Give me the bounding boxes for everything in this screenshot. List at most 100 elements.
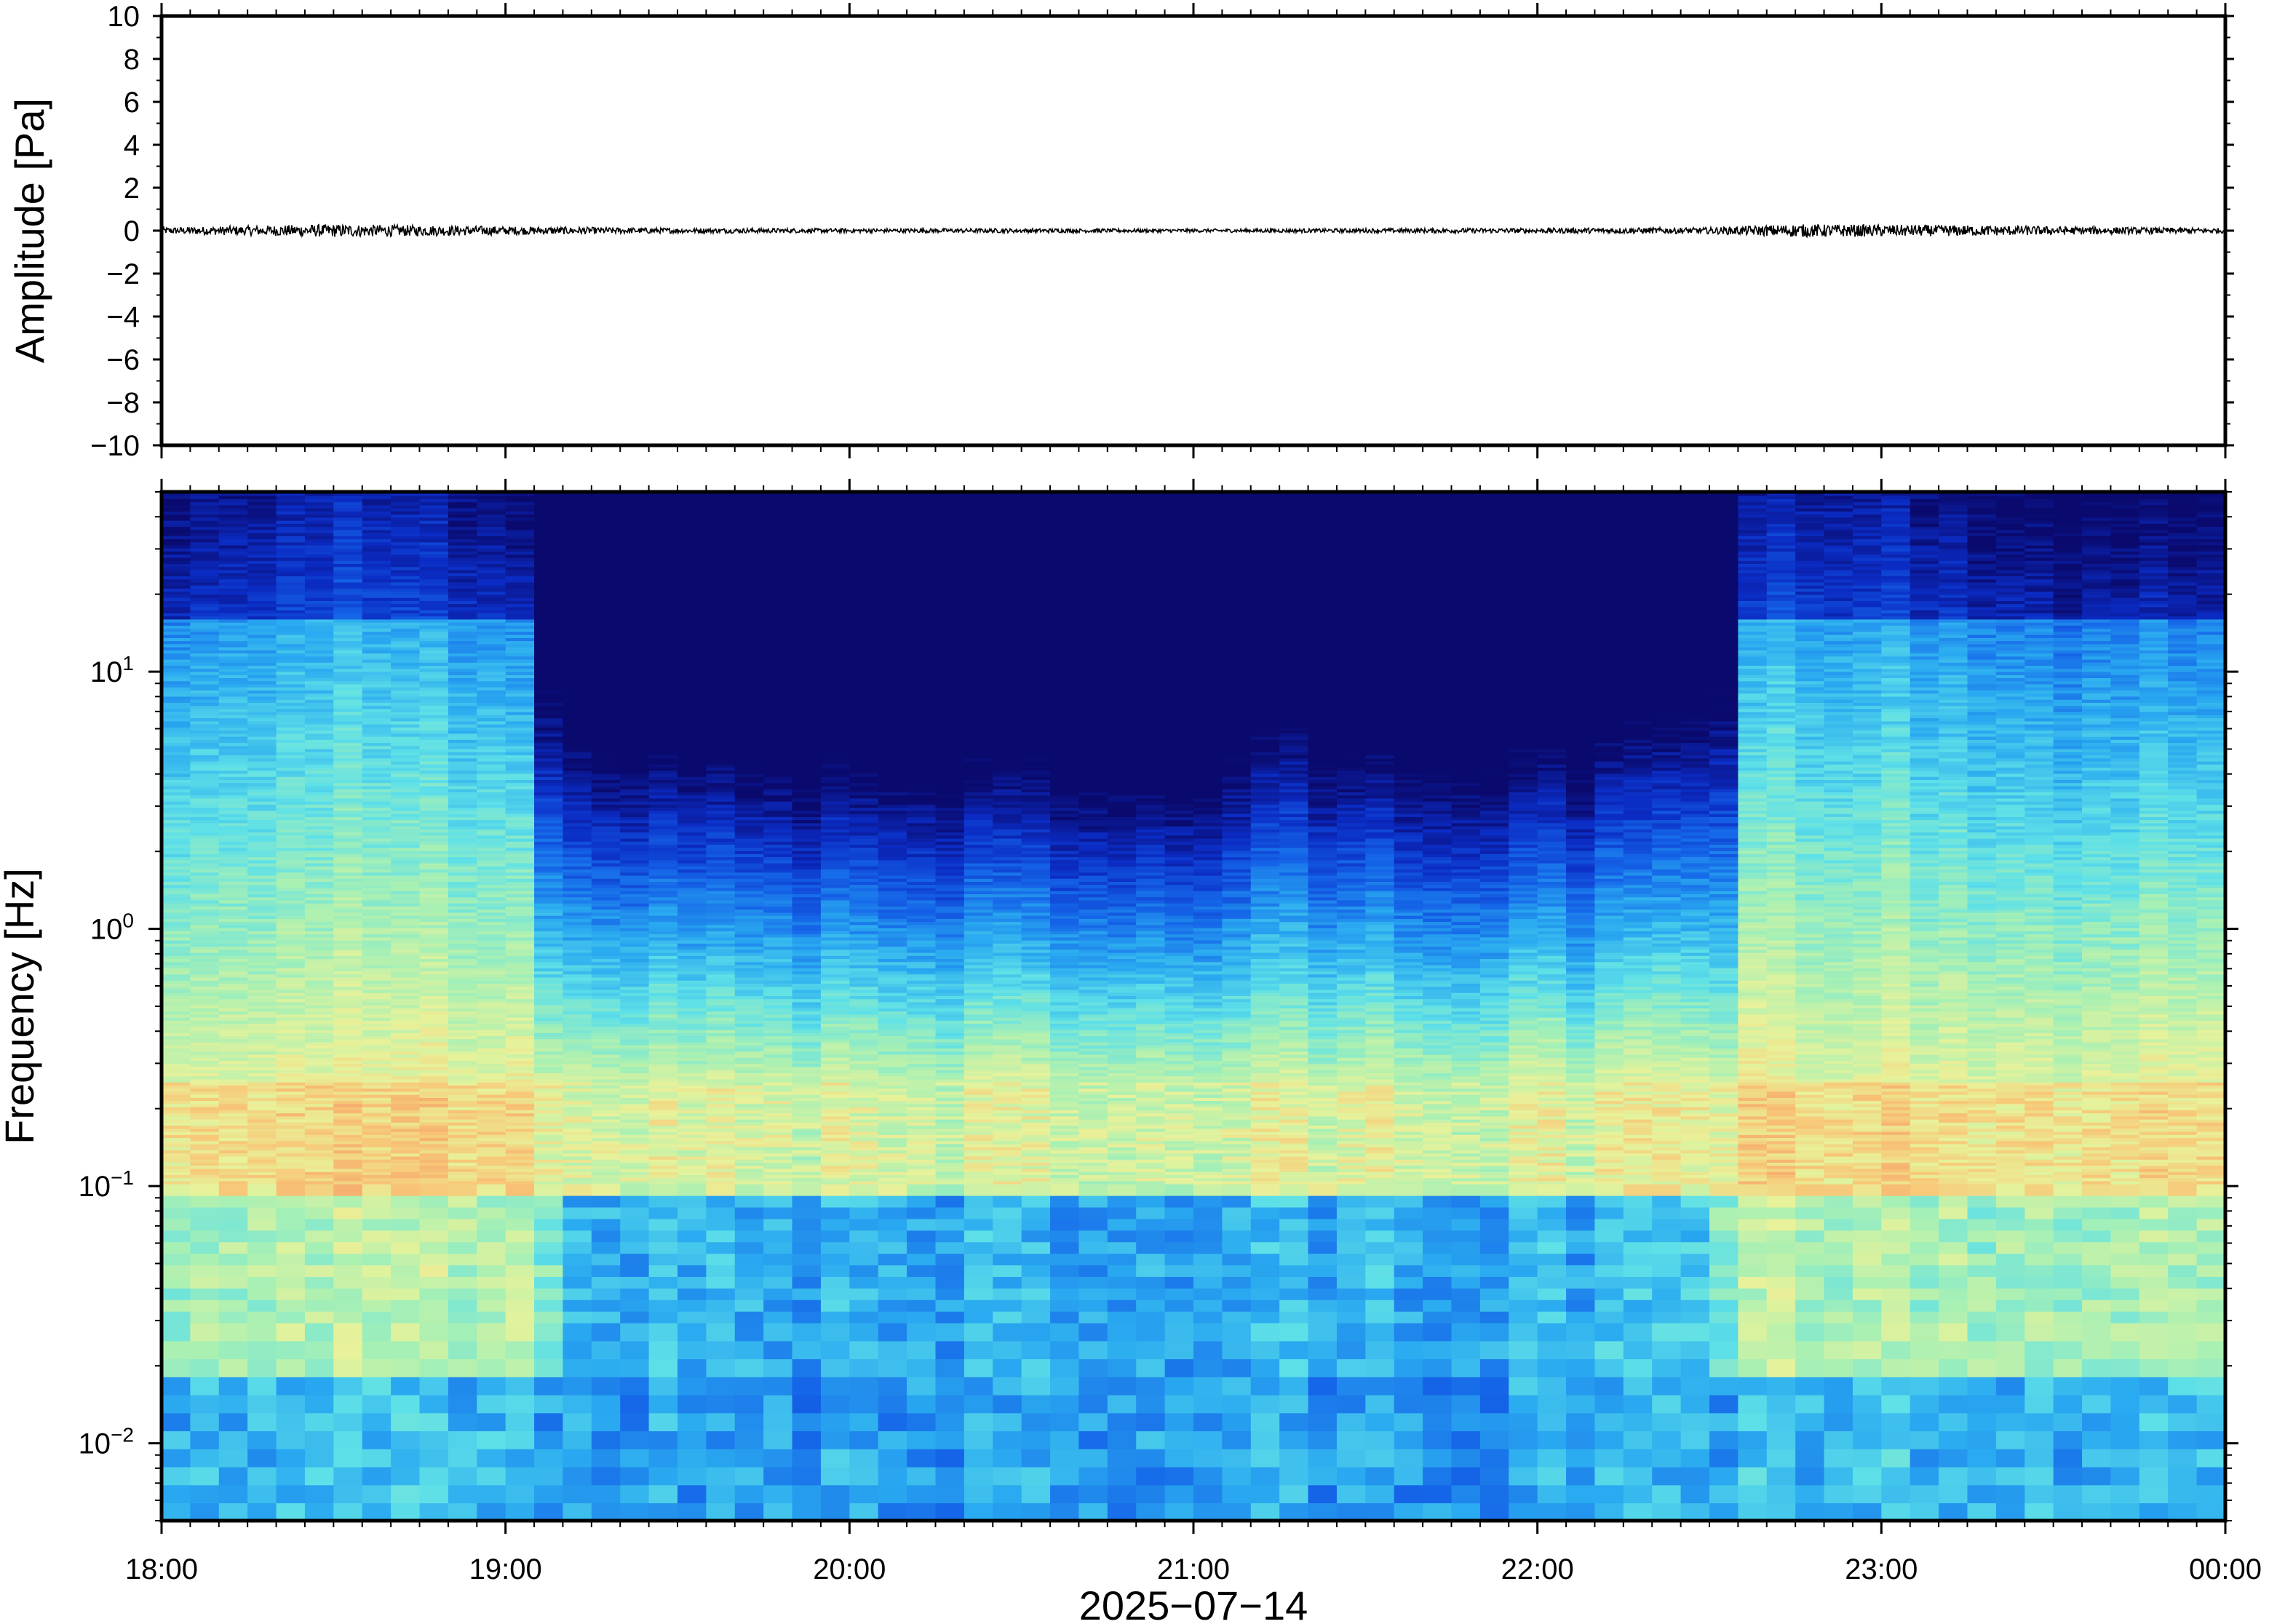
spectrogram-cell bbox=[162, 1153, 191, 1157]
spectrogram-cell bbox=[362, 1115, 392, 1120]
spectrogram-cell bbox=[362, 646, 392, 650]
spectrogram-cell bbox=[333, 918, 363, 923]
spectrogram-cell bbox=[276, 752, 306, 756]
spectrogram-cell bbox=[563, 616, 592, 620]
spectrogram-cell bbox=[333, 902, 363, 907]
spectrogram-cell bbox=[534, 800, 564, 805]
spectrogram-cell bbox=[620, 859, 650, 864]
spectrogram-cell bbox=[276, 936, 306, 941]
spectrogram-cell bbox=[391, 628, 421, 632]
spectrogram-cell bbox=[247, 832, 277, 836]
spectrogram-cell bbox=[534, 875, 564, 879]
spectrogram-cell bbox=[448, 1069, 478, 1073]
spectrogram-cell bbox=[505, 720, 535, 725]
spectrogram-cell bbox=[391, 822, 421, 827]
spectrogram-cell bbox=[419, 581, 449, 586]
spectrogram-cell bbox=[591, 581, 621, 586]
spectrogram-cell bbox=[591, 1106, 621, 1110]
spectrogram-cell bbox=[648, 1322, 678, 1342]
spectrogram-cell bbox=[534, 958, 564, 963]
spectrogram-cell bbox=[477, 1078, 506, 1083]
spectrogram-cell bbox=[706, 1430, 736, 1449]
spectrogram-cell bbox=[419, 976, 449, 981]
spectrogram-cell bbox=[304, 1430, 335, 1449]
spectrogram-cell bbox=[333, 594, 363, 598]
spectrogram-cell bbox=[477, 819, 506, 824]
spectrogram-cell bbox=[362, 1253, 392, 1266]
spectrogram-cell bbox=[276, 1069, 306, 1073]
spectrogram-cell bbox=[362, 536, 392, 540]
spectrogram-cell bbox=[333, 865, 363, 870]
spectrogram-cell bbox=[591, 819, 621, 824]
spectrogram-cell bbox=[190, 674, 220, 679]
spectrogram-cell bbox=[563, 1484, 592, 1504]
spectrogram-cell bbox=[591, 822, 621, 827]
spectrogram-cell bbox=[362, 634, 392, 638]
spectrogram-cell bbox=[276, 739, 306, 744]
spectrogram-cell bbox=[419, 1171, 449, 1175]
spectrogram-cell bbox=[276, 764, 306, 768]
spectrogram-cell bbox=[190, 650, 220, 654]
spectrogram-cell bbox=[563, 952, 592, 956]
spectrogram-cell bbox=[162, 1125, 191, 1129]
spectrogram-cell bbox=[162, 1029, 191, 1033]
spectrogram-cell bbox=[563, 810, 592, 814]
spectrogram-cell bbox=[190, 551, 220, 555]
spectrogram-cell bbox=[362, 653, 392, 657]
spectrogram-cell bbox=[620, 862, 650, 867]
spectrogram-cell bbox=[391, 1162, 421, 1166]
spectrogram-cell bbox=[534, 748, 564, 752]
spectrogram-cell bbox=[563, 578, 592, 583]
spectrogram-cell bbox=[419, 862, 449, 867]
spectrogram-cell bbox=[247, 720, 277, 725]
spectrogram-cell bbox=[304, 1091, 335, 1095]
spectrogram-cell bbox=[162, 782, 191, 787]
spectrogram-cell bbox=[304, 748, 335, 752]
spectrogram-cell bbox=[391, 757, 421, 762]
spectrogram-cell bbox=[448, 1066, 478, 1070]
spectrogram-cell bbox=[448, 653, 478, 657]
spectrogram-cell bbox=[162, 773, 191, 777]
spectrogram-cell bbox=[391, 594, 421, 598]
spectrogram-cell bbox=[190, 979, 220, 984]
spectrogram-cell bbox=[333, 893, 363, 898]
spectrogram-cell bbox=[362, 847, 392, 851]
spectrogram-cell bbox=[620, 1008, 650, 1012]
spectrogram-cell bbox=[190, 767, 220, 771]
spectrogram-cell bbox=[534, 1106, 564, 1110]
spectrogram-cell bbox=[218, 511, 248, 515]
spectrogram-cell bbox=[247, 998, 277, 1003]
spectrogram-cell bbox=[505, 1131, 535, 1135]
spectrogram-cell bbox=[563, 893, 592, 898]
spectrogram-cell bbox=[534, 961, 564, 966]
spectrogram-cell bbox=[448, 1394, 478, 1414]
spectrogram-cell bbox=[534, 912, 564, 916]
spectrogram-cell bbox=[591, 1177, 621, 1182]
amplitude-y-tick-label: −10 bbox=[90, 430, 140, 462]
spectrogram-cell bbox=[190, 532, 220, 536]
spectrogram-cell bbox=[505, 501, 535, 506]
spectrogram-cell bbox=[563, 532, 592, 536]
spectrogram-cell bbox=[505, 949, 535, 953]
spectrogram-cell bbox=[333, 760, 363, 765]
spectrogram-cell bbox=[162, 560, 191, 565]
spectrogram-cell bbox=[620, 782, 650, 787]
spectrogram-cell bbox=[534, 576, 564, 580]
spectrogram-cell bbox=[477, 1165, 506, 1169]
spectrogram-cell bbox=[304, 1177, 335, 1182]
spectrogram-cell bbox=[591, 742, 621, 747]
spectrogram-cell bbox=[333, 1063, 363, 1067]
spectrogram-cell bbox=[162, 1072, 191, 1077]
spectrogram-cell bbox=[247, 813, 277, 817]
spectrogram-cell bbox=[648, 1394, 678, 1414]
spectrogram-cell bbox=[218, 782, 248, 787]
spectrogram-cell bbox=[333, 730, 363, 734]
spectrogram-cell bbox=[477, 927, 506, 931]
spectrogram-cell bbox=[419, 934, 449, 938]
spectrogram-cell bbox=[247, 597, 277, 601]
spectrogram-cell bbox=[247, 785, 277, 789]
spectrogram-cell bbox=[190, 1288, 220, 1300]
spectrogram-cell bbox=[190, 1094, 220, 1098]
spectrogram-cell bbox=[218, 1035, 248, 1040]
spectrogram-cell bbox=[333, 588, 363, 592]
